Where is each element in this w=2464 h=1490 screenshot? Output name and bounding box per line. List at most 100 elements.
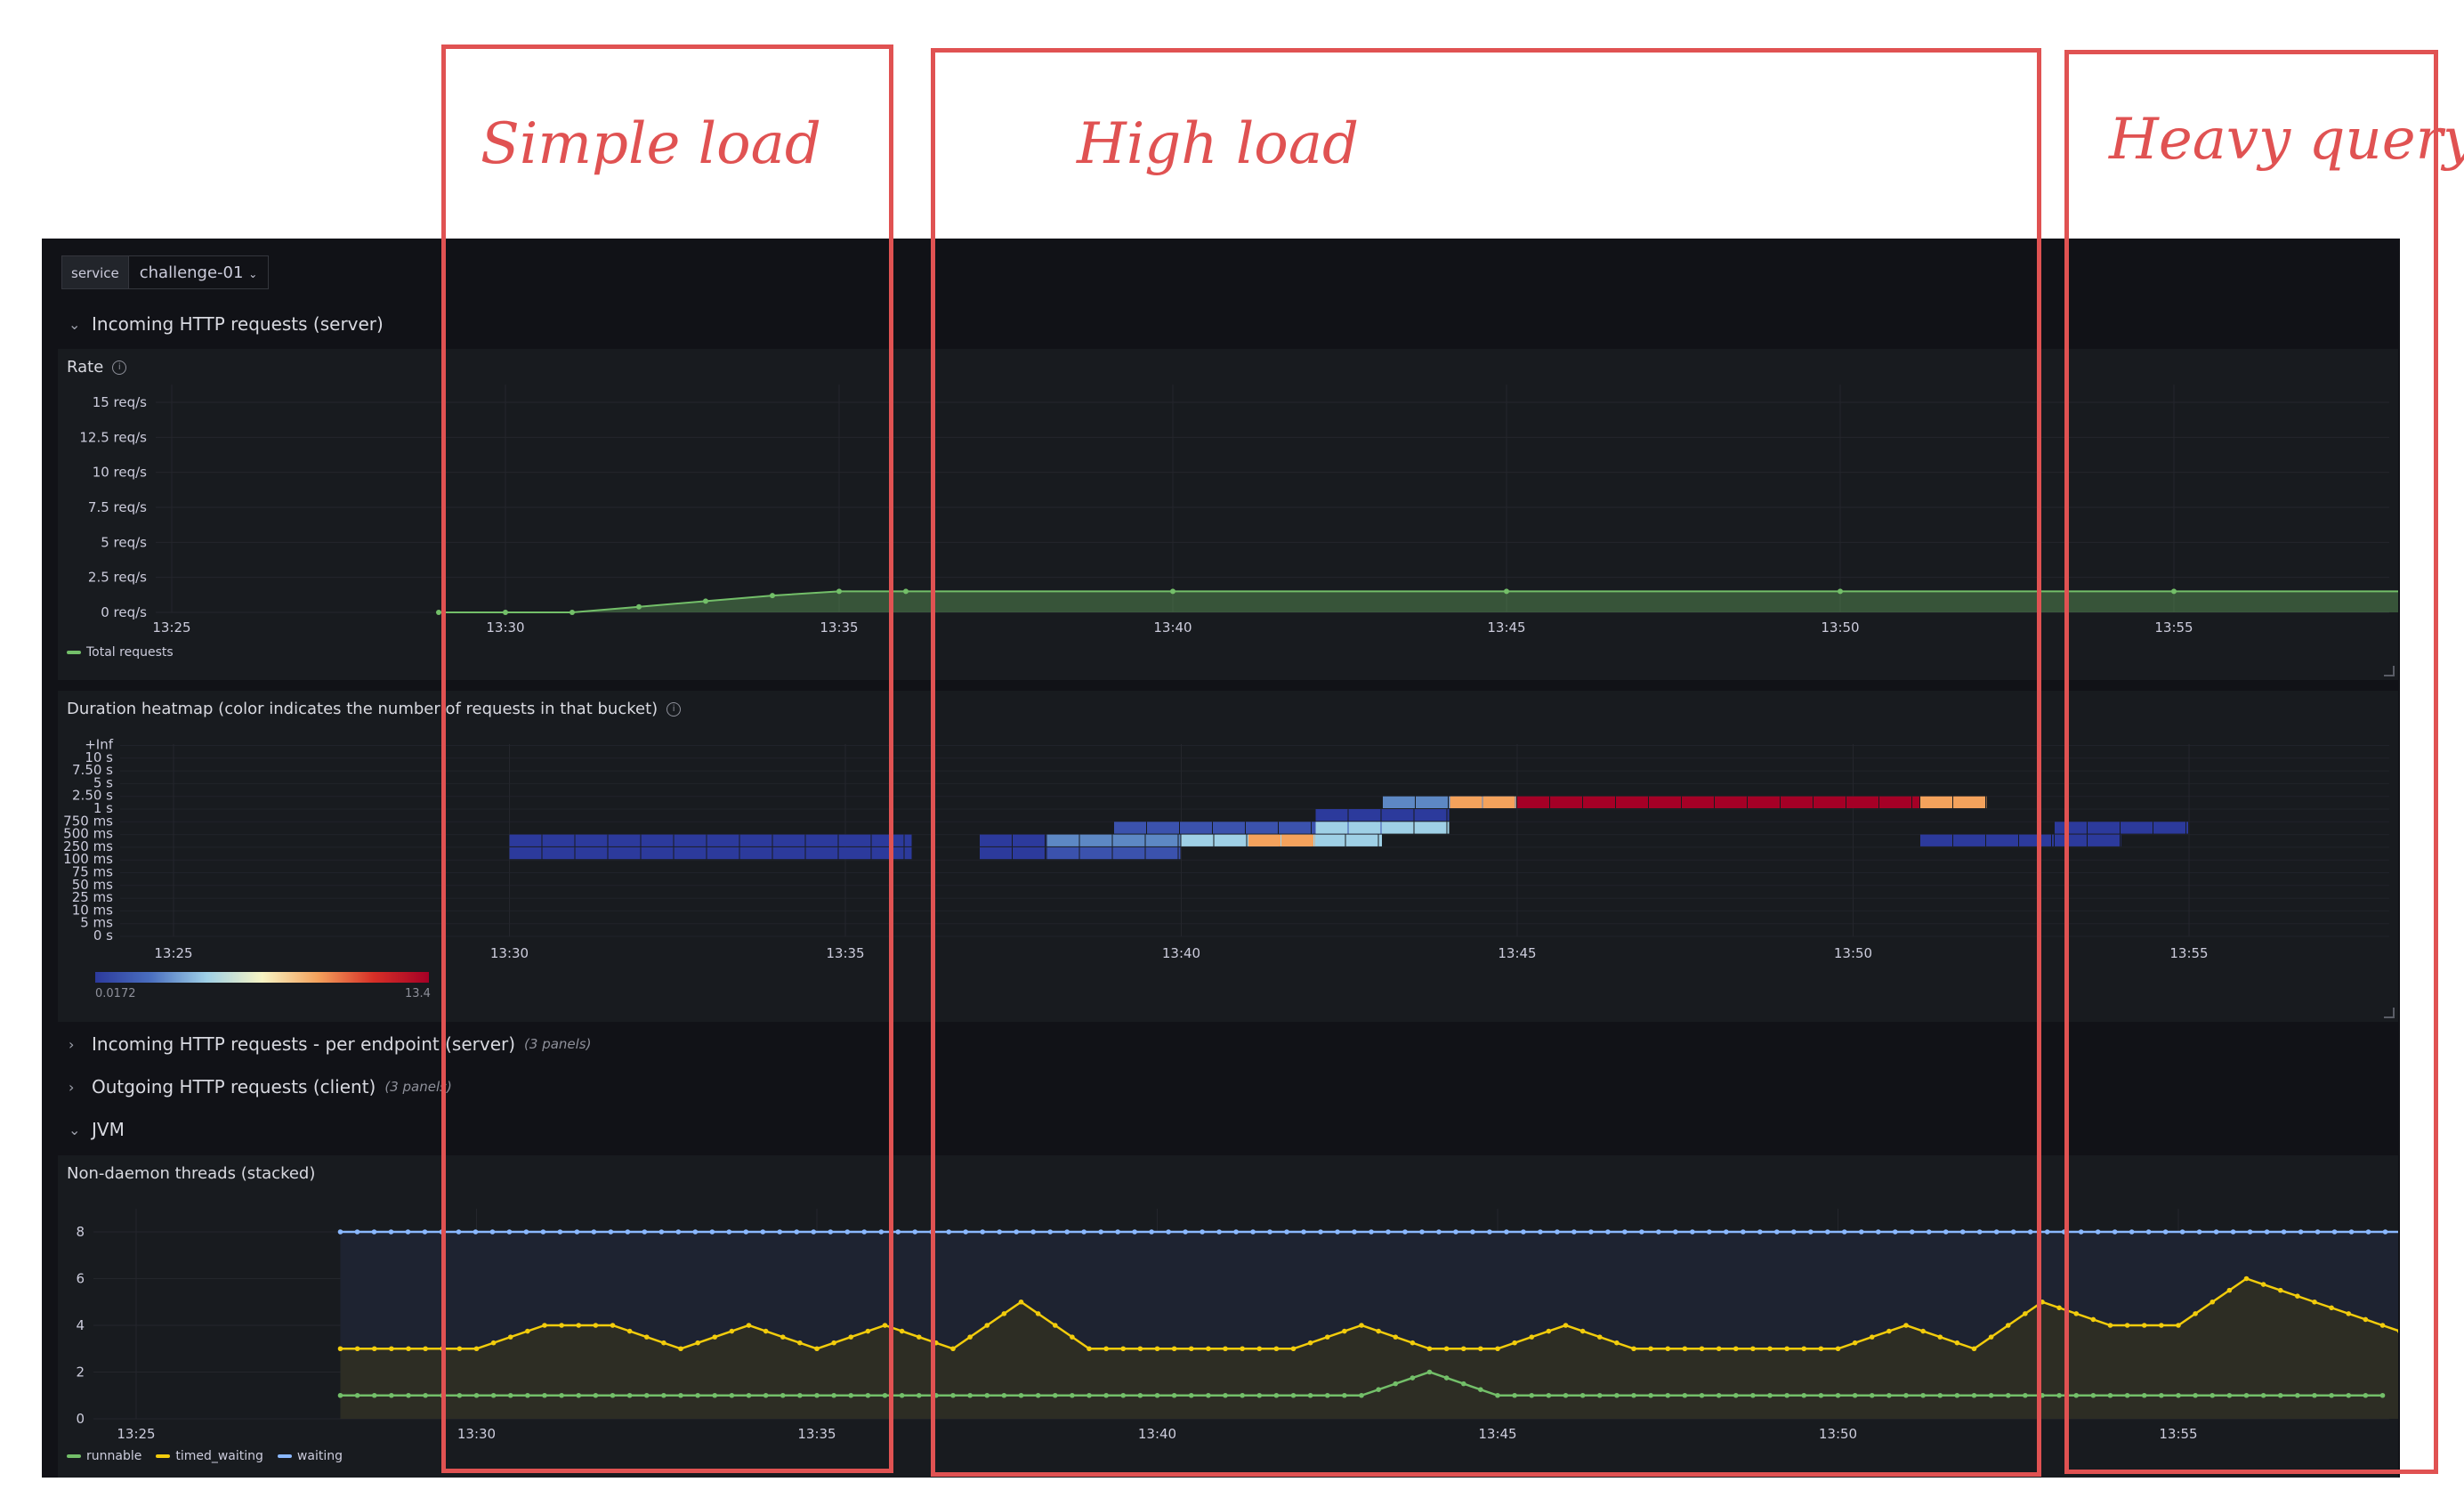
threads-point [878, 1229, 885, 1235]
threads-point [1690, 1229, 1695, 1235]
threads-point [2348, 1229, 2355, 1235]
threads-point [1273, 1346, 1280, 1352]
heatmap-cell [1447, 809, 1450, 822]
heatmap-cell [641, 834, 674, 846]
threads-point [1030, 1229, 1036, 1235]
info-icon[interactable]: i [666, 701, 682, 717]
threads-point [695, 1392, 700, 1398]
row-jvm[interactable]: ⌄ JVM [69, 1119, 125, 1140]
heatmap-cell [1381, 809, 1414, 822]
threads-point [1047, 1229, 1053, 1235]
x-tick-label: 13:35 [797, 1426, 836, 1442]
threads-point [865, 1328, 871, 1334]
threads-point [574, 1229, 580, 1235]
threads-point [1563, 1323, 1569, 1328]
service-variable-value[interactable]: challenge-01 ⌄ [128, 255, 270, 289]
resize-handle[interactable] [2384, 1008, 2395, 1018]
heatmap-y-label: 1 s [93, 800, 113, 816]
threads-point [2107, 1392, 2113, 1398]
y-tick-label: 6 [76, 1271, 85, 1287]
resize-handle[interactable] [2384, 666, 2395, 676]
heatmap-cell [1450, 796, 1482, 808]
threads-point [2044, 1229, 2050, 1235]
threads-point [1920, 1392, 1926, 1398]
threads-point [1699, 1392, 1705, 1398]
threads-point [658, 1229, 665, 1235]
x-tick-label: 13:40 [1138, 1426, 1176, 1442]
heatmap-cell [1213, 822, 1245, 834]
threads-point [1154, 1346, 1160, 1352]
threads-point [1546, 1392, 1552, 1398]
threads-point [899, 1392, 905, 1398]
threads-point [1478, 1387, 1483, 1392]
heatmap-cell [1248, 834, 1280, 846]
heatmap-cell [1145, 846, 1178, 860]
threads-point [423, 1346, 428, 1352]
threads-point [882, 1392, 888, 1398]
threads-point [1460, 1346, 1466, 1352]
threads-point [1971, 1392, 1977, 1398]
rate-panel: Rate i 0 req/s 2.5 req/s 5 req/s 7.5 req/s 1… [58, 349, 2398, 680]
row-outgoing-title: Outgoing HTTP requests (client) [92, 1076, 376, 1097]
threads-point [1818, 1392, 1824, 1398]
threads-point [2056, 1392, 2062, 1398]
threads-point [626, 1328, 633, 1334]
threads-point [1555, 1229, 1560, 1235]
heatmap-y-label: 75 ms [72, 864, 113, 880]
threads-point [1716, 1346, 1722, 1352]
x-tick-label: 13:50 [1834, 945, 1872, 961]
threads-point [1750, 1346, 1756, 1352]
threads-point [1149, 1229, 1154, 1235]
threads-point [354, 1392, 360, 1398]
row-panel-count: (3 panels) [384, 1079, 452, 1095]
legend-item-runnable[interactable]: runnable [67, 1449, 141, 1463]
threads-point [712, 1334, 718, 1340]
row-incoming-title: Incoming HTTP requests (server) [92, 313, 384, 335]
threads-point [1596, 1334, 1603, 1340]
row-outgoing-http[interactable]: › Outgoing HTTP requests (client) (3 pan… [69, 1076, 452, 1097]
y-tick-label: 2.5 req/s [88, 570, 147, 586]
threads-point [1342, 1328, 1347, 1334]
threads-point [1579, 1328, 1586, 1334]
threads-point [1886, 1328, 1892, 1334]
threads-point [1052, 1323, 1058, 1328]
heatmap-color-scale [95, 972, 429, 983]
threads-point [831, 1340, 836, 1346]
rate-point [1838, 588, 1843, 595]
heatmap-cell [739, 834, 772, 846]
legend-item-total-requests[interactable]: Total requests [67, 645, 174, 660]
threads-point [354, 1229, 360, 1235]
threads-point [916, 1334, 922, 1340]
threads-point [1035, 1311, 1041, 1316]
threads-point [709, 1229, 715, 1235]
threads-point [2260, 1282, 2266, 1287]
service-variable[interactable]: service challenge-01 ⌄ [61, 255, 270, 289]
threads-point [1757, 1229, 1763, 1235]
x-tick-label: 13:35 [820, 619, 858, 636]
legend-item-timed-waiting[interactable]: timed_waiting [156, 1449, 263, 1463]
threads-point [2193, 1311, 2198, 1316]
threads-point [1206, 1392, 1211, 1398]
heatmap-cell [1920, 834, 1952, 846]
threads-point [389, 1346, 394, 1352]
threads-point [1081, 1229, 1087, 1235]
x-tick-label: 13:30 [486, 619, 524, 636]
threads-point [1988, 1334, 1994, 1340]
threads-point [1596, 1392, 1603, 1398]
threads-point [1993, 1229, 1999, 1235]
threads-point [2159, 1323, 2164, 1328]
threads-point [1920, 1328, 1926, 1334]
info-icon[interactable]: i [112, 360, 127, 375]
heatmap-cell [1447, 822, 1450, 834]
legend-item-waiting[interactable]: waiting [277, 1449, 343, 1463]
row-incoming-http[interactable]: ⌄ Incoming HTTP requests (server) [69, 313, 384, 335]
threads-point [1631, 1346, 1636, 1352]
threads-point [1018, 1299, 1024, 1305]
heatmap-y-label: 750 ms [63, 813, 113, 829]
threads-point [1324, 1334, 1330, 1340]
threads-point [576, 1392, 582, 1398]
threads-point [1166, 1229, 1171, 1235]
x-tick-label: 13:25 [154, 945, 192, 961]
rate-title-text: Rate [67, 358, 104, 377]
heatmap-cell [1013, 834, 1045, 846]
